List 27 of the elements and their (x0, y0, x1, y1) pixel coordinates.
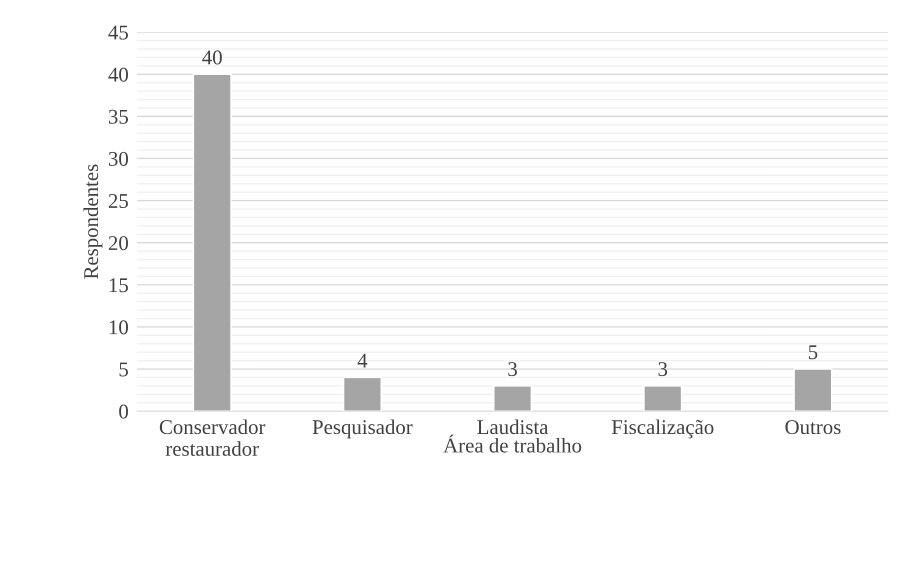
x-tick-label: Conservador restaurador (160, 419, 266, 456)
data-label: 4 (358, 354, 368, 368)
x-tick-label: Pesquisador (312, 419, 413, 438)
y-tick-label: 25 (108, 194, 128, 208)
data-label: 3 (508, 362, 517, 376)
y-tick-label: 5 (120, 362, 128, 376)
y-tick-label: 40 (108, 68, 128, 82)
y-tick-label: 45 (108, 26, 128, 40)
bar (493, 385, 532, 412)
y-tick-label: 15 (110, 278, 128, 292)
y-tick-label: 30 (108, 152, 128, 166)
data-label: 5 (808, 345, 818, 360)
x-axis-title: Área de trabalho (443, 434, 582, 453)
bar (342, 376, 382, 412)
y-tick-label: 0 (119, 404, 128, 419)
data-label: 3 (658, 362, 668, 376)
data-label: 40 (202, 50, 222, 64)
x-tick-label: Outros (785, 420, 841, 434)
y-tick-label: 35 (108, 110, 128, 124)
x-tick-label: Laudista (477, 419, 548, 434)
y-tick-label: 10 (110, 320, 128, 334)
bar (793, 368, 832, 412)
y-tick-label: 20 (108, 236, 128, 250)
bar (643, 385, 682, 412)
y-axis-title: Respondentes (83, 164, 102, 279)
bar (192, 74, 232, 412)
x-tick-label: Fiscalização (612, 419, 714, 438)
